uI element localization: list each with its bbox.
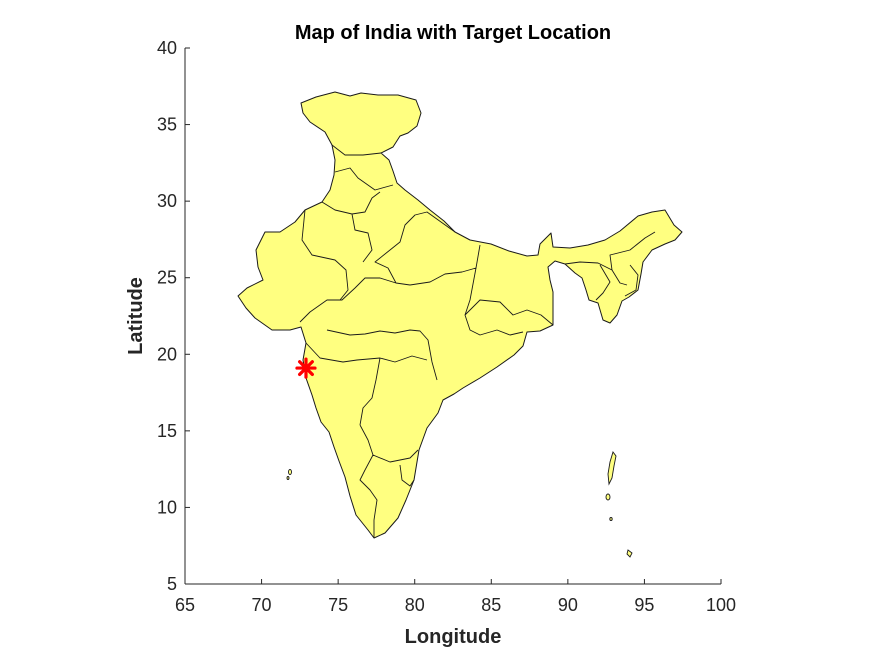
y-tick-label: 15: [157, 421, 177, 441]
y-tick-label: 25: [157, 268, 177, 288]
y-tick-label: 10: [157, 497, 177, 517]
y-tick-label: 40: [157, 38, 177, 58]
map-layer: [237, 91, 683, 558]
x-axis-label: Longitude: [405, 626, 502, 648]
x-tick-label: 65: [175, 595, 195, 615]
axes: 65 70 75 80 85 90 95 100 5 10 15 20 25 30 35 40: [157, 38, 736, 615]
x-tick-label: 100: [706, 595, 736, 615]
india-mainland: [237, 91, 683, 539]
chart-title: Map of India with Target Location: [295, 22, 611, 44]
y-tick-label: 5: [167, 574, 177, 594]
y-tick-label: 30: [157, 191, 177, 211]
x-tick-label: 90: [558, 595, 578, 615]
x-tick-label: 70: [252, 595, 272, 615]
y-tick-label: 35: [157, 115, 177, 135]
y-axis-ticks: 5 10 15 20 25 30 35 40: [157, 38, 190, 594]
y-axis-label: Latitude: [125, 277, 147, 355]
x-tick-label: 95: [634, 595, 654, 615]
andaman-nicobar-islands: [605, 451, 633, 558]
x-axis-ticks: 65 70 75 80 85 90 95 100: [175, 579, 736, 615]
x-tick-label: 85: [481, 595, 501, 615]
state-borders: [299, 144, 656, 538]
x-tick-label: 75: [328, 595, 348, 615]
x-tick-label: 80: [405, 595, 425, 615]
lakshadweep-islands: [286, 469, 292, 480]
target-location-marker: [295, 357, 317, 379]
y-tick-label: 20: [157, 344, 177, 364]
marker-stroke: [298, 360, 314, 377]
